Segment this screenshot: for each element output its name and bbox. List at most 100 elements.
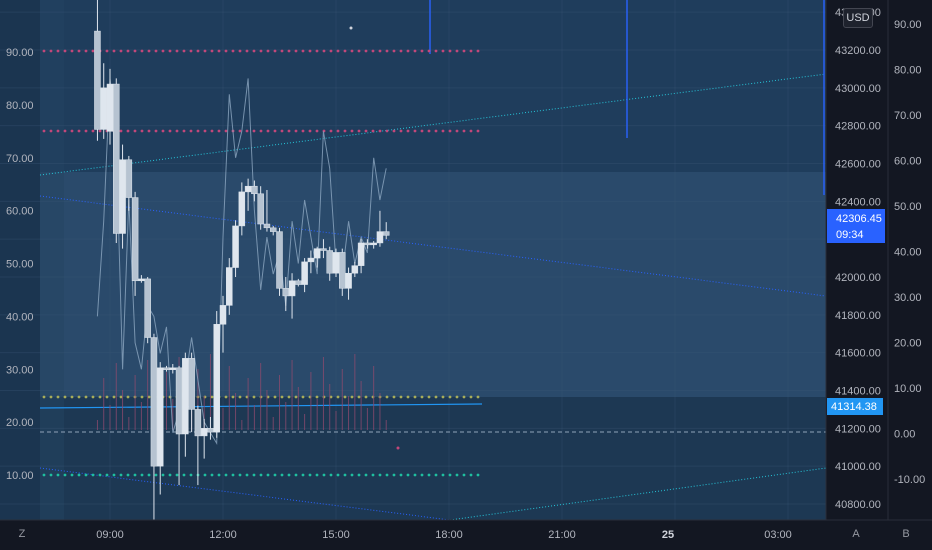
dotted-level-mid: [189, 129, 193, 133]
dotted-level-mid: [420, 129, 424, 133]
dotted-level-upper: [133, 49, 137, 53]
candle: [244, 178, 252, 211]
dotted-level-upper: [427, 49, 431, 53]
dotted-level-upper: [455, 49, 459, 53]
dotted-level-mid: [245, 129, 249, 133]
candle: [226, 258, 233, 315]
dotted-level-bottom: [294, 473, 298, 477]
dotted-level-upper: [161, 49, 165, 53]
candle: [364, 239, 371, 249]
candle: [188, 352, 195, 433]
time-tick-label: 18:00: [435, 529, 463, 541]
candle: [257, 186, 264, 230]
dotted-level-lower: [210, 395, 214, 399]
time-tick-label: 12:00: [209, 529, 237, 541]
dotted-level-upper: [322, 49, 326, 53]
channel-upper-line: [39, 73, 827, 176]
right-tick-label: 70.00: [894, 110, 922, 122]
dotted-level-mid: [343, 129, 347, 133]
candle: [106, 68, 114, 145]
dotted-level-lower: [49, 395, 53, 399]
dotted-level-bottom: [168, 473, 172, 477]
dotted-level-bottom: [406, 473, 410, 477]
dotted-level-bottom: [301, 473, 305, 477]
dotted-level-upper: [196, 49, 200, 53]
candle-body: [257, 193, 264, 225]
dotted-level-upper: [413, 49, 417, 53]
dotted-level-lower: [343, 395, 347, 399]
dotted-level-lower: [448, 395, 452, 399]
support-line-right: [449, 467, 827, 521]
left-tick-label: 70.00: [6, 153, 34, 165]
zoom-button[interactable]: Z: [18, 528, 26, 540]
dotted-level-bottom: [154, 473, 158, 477]
dotted-level-upper: [63, 49, 67, 53]
dotted-level-mid: [259, 129, 263, 133]
time-axis-panel[interactable]: [0, 520, 932, 550]
marked-level-tag: 41314.38: [827, 398, 883, 415]
dotted-level-bottom: [245, 473, 249, 477]
price-tick-label: 42600.00: [835, 159, 881, 171]
dotted-level-mid: [273, 129, 277, 133]
candle-body: [200, 428, 208, 437]
currency-badge[interactable]: USD: [843, 8, 873, 28]
dotted-level-mid: [84, 129, 88, 133]
dotted-level-lower: [224, 395, 228, 399]
dotted-level-mid: [392, 129, 396, 133]
dotted-level-upper: [238, 49, 242, 53]
candle-body: [100, 87, 107, 130]
dotted-level-upper: [175, 49, 179, 53]
candle: [295, 278, 302, 287]
left-tick-label: 40.00: [6, 311, 34, 323]
time-tick-label: 03:00: [764, 529, 792, 541]
dotted-level-upper: [84, 49, 88, 53]
dotted-level-upper: [217, 49, 221, 53]
dotted-level-upper: [140, 49, 144, 53]
left-axis-ticks: 10.00 20.00 30.00 40.00 50.00 60.00 70.00 80.00…: [6, 47, 34, 482]
auto-scale-button[interactable]: A: [852, 528, 860, 540]
candle: [282, 277, 290, 312]
candle-body: [226, 267, 233, 306]
dotted-level-lower: [77, 395, 81, 399]
candle: [194, 405, 202, 486]
right-oscillator-axis-panel[interactable]: [888, 0, 932, 520]
candlestick-series: [94, 0, 390, 523]
last-price-countdown: 09:34: [836, 229, 864, 241]
dotted-level-mid: [217, 129, 221, 133]
candle: [370, 241, 377, 249]
dotted-level-bottom: [399, 473, 403, 477]
candle: [232, 220, 239, 277]
dotted-level-mid: [224, 129, 228, 133]
dotted-level-upper: [392, 49, 396, 53]
dotted-level-mid: [364, 129, 368, 133]
candle-body: [219, 305, 227, 325]
dotted-level-upper: [287, 49, 291, 53]
dotted-level-upper: [119, 49, 123, 53]
price-axis-panel[interactable]: [826, 0, 888, 520]
dotted-level-mid: [371, 129, 375, 133]
dotted-level-bottom: [287, 473, 291, 477]
candle: [269, 225, 277, 236]
dotted-level-bottom: [441, 473, 445, 477]
dotted-level-upper: [441, 49, 445, 53]
dotted-level-lower: [329, 395, 333, 399]
candle: [125, 155, 133, 211]
b-scale-button[interactable]: B: [902, 528, 910, 540]
dotted-level-upper: [462, 49, 466, 53]
candle: [238, 182, 246, 236]
dotted-level-bottom: [462, 473, 466, 477]
candle-body: [125, 159, 133, 198]
dotted-level-bottom: [434, 473, 438, 477]
dotted-level-lower: [42, 395, 46, 399]
dotted-level-bottom: [238, 473, 242, 477]
dotted-level-mid: [399, 129, 403, 133]
dotted-level-mid: [315, 129, 319, 133]
dotted-level-lower: [140, 395, 144, 399]
candle: [326, 246, 333, 281]
dotted-level-lower: [98, 395, 102, 399]
dotted-level-mid: [350, 129, 354, 133]
dotted-level-bottom: [252, 473, 256, 477]
dotted-level-mid: [238, 129, 242, 133]
dotted-level-mid: [119, 129, 123, 133]
